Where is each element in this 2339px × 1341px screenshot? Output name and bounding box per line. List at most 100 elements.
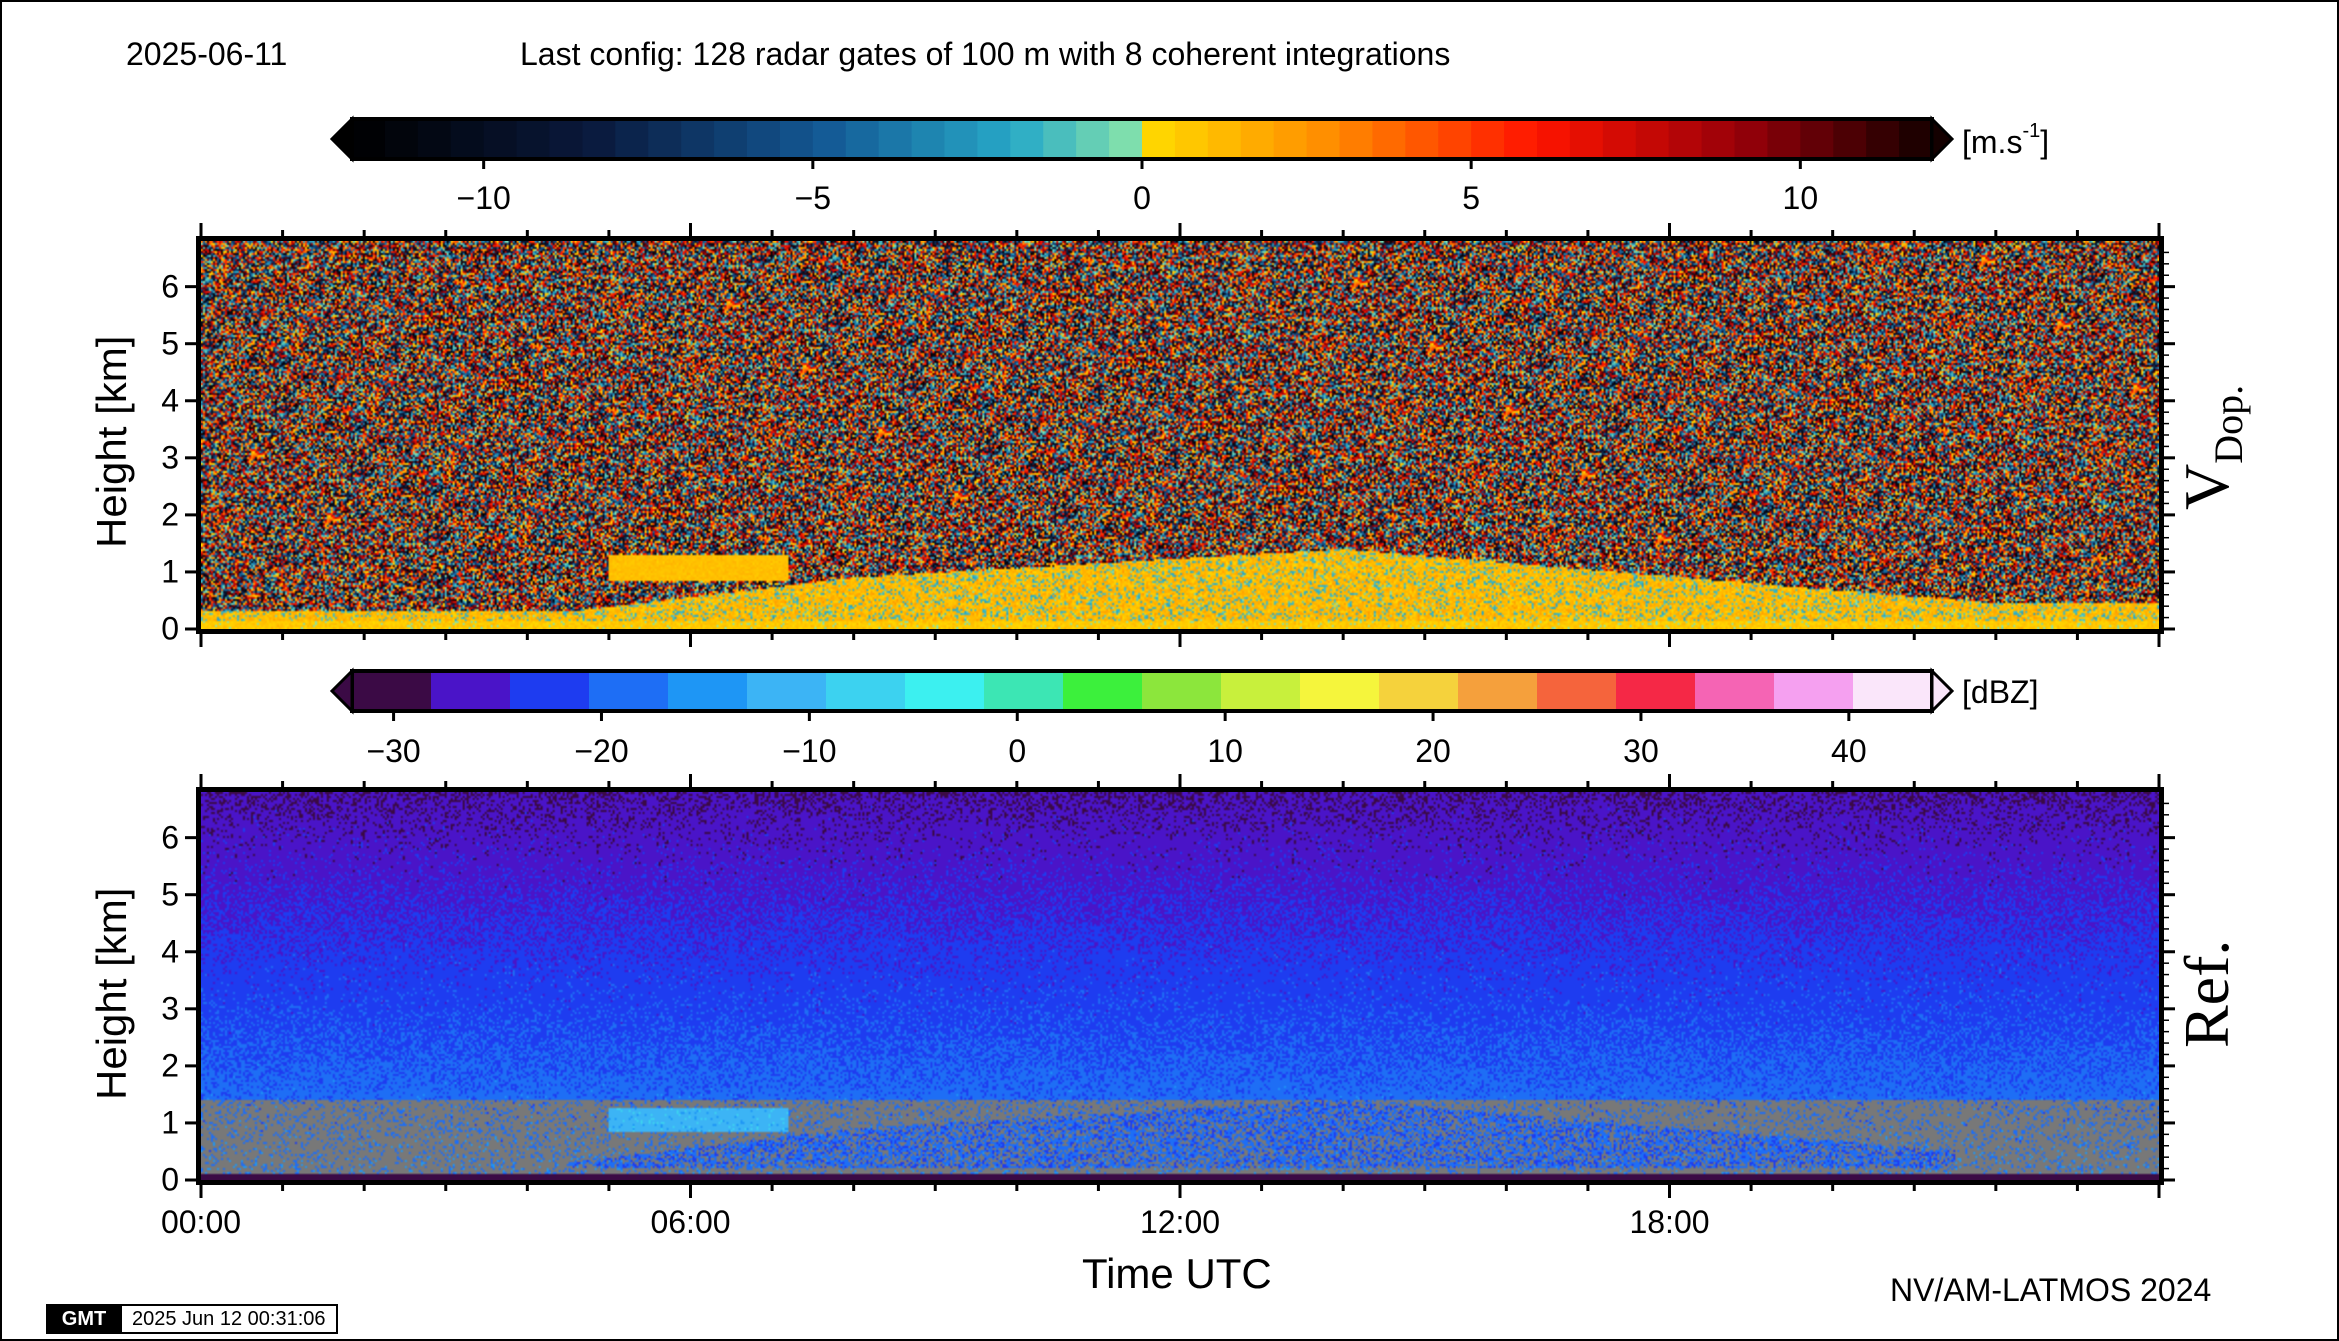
velocity-colorbar-bin <box>1602 119 1637 159</box>
velocity-colorbar-bin <box>1273 119 1308 159</box>
reflectivity-colorbar-bin <box>1221 671 1301 711</box>
velocity-colorbar-tick-label: −10 <box>456 180 511 216</box>
velocity-colorbar-bin <box>1866 119 1900 159</box>
reflectivity-colorbar-bin <box>984 671 1064 711</box>
velocity-colorbar-bin <box>1109 119 1143 159</box>
velocity-colorbar-bin <box>1010 119 1044 159</box>
velocity-colorbar-bin <box>977 119 1011 159</box>
reflectivity-x-tick-label: 12:00 <box>1139 1204 1221 1240</box>
velocity-colorbar-bin <box>1142 119 1176 159</box>
velocity-heatmap <box>201 241 2159 629</box>
date-label: 2025-06-11 <box>126 36 288 72</box>
velocity-colorbar-bin <box>944 119 979 159</box>
velocity-y-tick-label: 2 <box>161 496 179 533</box>
velocity-heatmap-panel <box>196 236 2164 634</box>
velocity-colorbar-tick-label: 5 <box>1462 180 1481 216</box>
velocity-colorbar-unit: [m.s-1] <box>1962 120 2050 160</box>
reflectivity-y-tick-label: 2 <box>161 1047 179 1084</box>
reflectivity-colorbar-bin <box>747 671 827 711</box>
velocity-colorbar-bin <box>1076 119 1110 159</box>
velocity-colorbar-bin <box>1405 119 1439 159</box>
velocity-colorbar-bin <box>1800 119 1834 159</box>
reflectivity-y-tick-label: 1 <box>161 1104 179 1141</box>
velocity-colorbar-bin <box>516 119 551 159</box>
velocity-colorbar-bin <box>582 119 616 159</box>
velocity-colorbar-bin <box>1504 119 1538 159</box>
reflectivity-y-tick-label: 3 <box>161 990 179 1027</box>
velocity-colorbar-bin <box>1701 119 1736 159</box>
velocity-colorbar-bin <box>1537 119 1571 159</box>
velocity-colorbar-bin <box>878 119 913 159</box>
reflectivity-colorbar-bin <box>1695 671 1775 711</box>
reflectivity-heatmap-panel <box>196 787 2164 1185</box>
velocity-colorbar-bin <box>1174 119 1209 159</box>
reflectivity-colorbar-tick-label: 0 <box>1008 733 1027 769</box>
velocity-colorbar-bin <box>714 119 748 159</box>
velocity-colorbar-bin <box>779 119 814 159</box>
x-axis-label: Time UTC <box>1082 1250 1272 1297</box>
reflectivity-colorbar-bin <box>668 671 748 711</box>
velocity-colorbar-bin <box>1043 119 1077 159</box>
reflectivity-x-tick-label: 06:00 <box>650 1204 731 1240</box>
velocity-colorbar-bin <box>352 119 386 159</box>
velocity-colorbar-bin <box>1306 119 1341 159</box>
reflectivity-colorbar-tick-label: 40 <box>1831 733 1867 769</box>
velocity-colorbar-bin <box>1734 119 1769 159</box>
gmt-logo: GMT <box>46 1304 122 1334</box>
reflectivity-y-tick-label: 5 <box>161 876 179 913</box>
reflectivity-colorbar-bin <box>1616 671 1696 711</box>
reflectivity-colorbar-bin <box>352 671 432 711</box>
gmt-timestamp: 2025 Jun 12 00:31:06 <box>122 1304 338 1334</box>
reflectivity-colorbar-bin <box>1853 671 1933 711</box>
reflectivity-colorbar-bin <box>1300 671 1380 711</box>
reflectivity-y-tick-label: 4 <box>161 933 179 970</box>
reflectivity-colorbar-bin <box>1142 671 1222 711</box>
velocity-colorbar-bin <box>549 119 584 159</box>
velocity-y-tick-label: 3 <box>161 439 179 476</box>
velocity-colorbar-bin <box>747 119 781 159</box>
reflectivity-colorbar-unit: [dBZ] <box>1962 674 2039 710</box>
reflectivity-x-tick-label: 18:00 <box>1629 1204 1710 1240</box>
reflectivity-colorbar-tick-label: −10 <box>782 733 837 769</box>
velocity-colorbar-bin <box>483 119 518 159</box>
reflectivity-y-tick-label: 6 <box>161 819 179 856</box>
reflectivity-colorbar-bin <box>1379 671 1459 711</box>
reflectivity-heatmap <box>201 792 2159 1180</box>
reflectivity-colorbar-bin <box>1458 671 1538 711</box>
reflectivity-colorbar-bin <box>826 671 906 711</box>
reflectivity-x-tick-label: 00:00 <box>160 1204 242 1240</box>
velocity-colorbar-bin <box>911 119 946 159</box>
velocity-colorbar-bin <box>1635 119 1670 159</box>
reflectivity-y-tick-label: 0 <box>161 1161 179 1198</box>
velocity-colorbar-bin <box>1569 119 1604 159</box>
velocity-y-tick-label: 5 <box>161 325 179 362</box>
reflectivity-colorbar-tick-label: −20 <box>574 733 629 769</box>
velocity-colorbar-bin <box>1207 119 1242 159</box>
reflectivity-colorbar-bin <box>431 671 511 711</box>
reflectivity-colorbar-bin <box>510 671 590 711</box>
reflectivity-colorbar-tick-label: 30 <box>1623 733 1659 769</box>
reflectivity-colorbar-high-triangle <box>1930 667 1955 715</box>
velocity-colorbar-high-triangle <box>1930 115 1955 163</box>
velocity-y-tick-label: 4 <box>161 382 179 419</box>
reflectivity-colorbar-tick-label: −30 <box>366 733 421 769</box>
velocity-colorbar-bin <box>1668 119 1703 159</box>
velocity-colorbar-bin <box>1438 119 1472 159</box>
velocity-colorbar-bin <box>450 119 485 159</box>
reflectivity-colorbar-tick-label: 10 <box>1207 733 1243 769</box>
velocity-y-tick-label: 0 <box>161 610 179 647</box>
reflectivity-colorbar-bin <box>1537 671 1617 711</box>
reflectivity-colorbar <box>329 667 1955 721</box>
config-label: Last config: 128 radar gates of 100 m wi… <box>520 36 1451 72</box>
velocity-colorbar-bin <box>648 119 682 159</box>
reflectivity-colorbar-bin <box>905 671 985 711</box>
velocity-colorbar-bin <box>417 119 452 159</box>
velocity-colorbar-bin <box>1899 119 1933 159</box>
reflectivity-colorbar-bin <box>1774 671 1854 711</box>
velocity-colorbar-bin <box>1240 119 1275 159</box>
velocity-y-tick-label: 1 <box>161 553 179 590</box>
velocity-colorbar <box>329 115 1955 169</box>
reflectivity-colorbar-tick-label: 20 <box>1415 733 1451 769</box>
